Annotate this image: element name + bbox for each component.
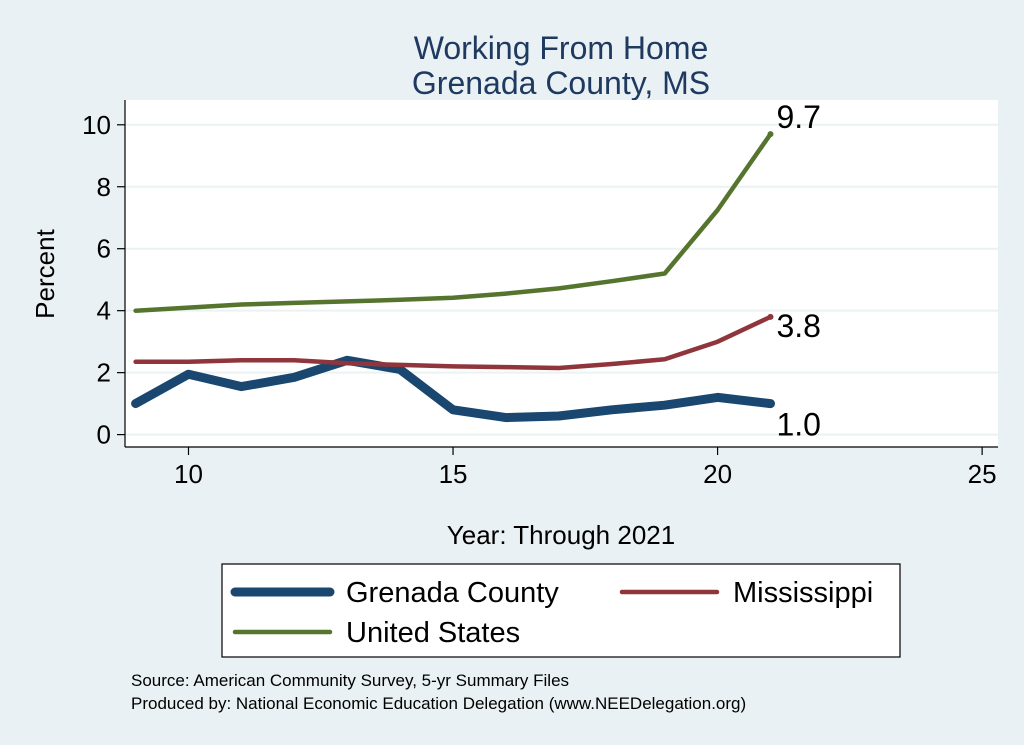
series-end-marker-mississippi bbox=[767, 313, 774, 320]
y-tick-label-10: 10 bbox=[82, 110, 111, 140]
y-tick-label-2: 2 bbox=[97, 358, 111, 388]
x-axis-ticks: 10 15 20 25 bbox=[174, 447, 997, 489]
source-note: Source: American Community Survey, 5-yr … bbox=[131, 671, 569, 690]
y-tick-label-4: 4 bbox=[97, 296, 111, 326]
chart-title-line-1: Working From Home bbox=[414, 30, 709, 66]
x-tick-label-25: 25 bbox=[968, 459, 997, 489]
x-axis-title: Year: Through 2021 bbox=[447, 520, 675, 550]
series-line-mississippi bbox=[133, 314, 773, 371]
y-tick-label-8: 8 bbox=[97, 172, 111, 202]
series-end-marker-united-states bbox=[767, 131, 774, 138]
produced-by-note: Produced by: National Economic Education… bbox=[131, 694, 746, 713]
legend-label-united-states: United States bbox=[346, 617, 520, 649]
y-axis-title: Percent bbox=[30, 228, 60, 318]
end-label-united-states: 9.7 bbox=[776, 99, 820, 135]
y-tick-label-0: 0 bbox=[97, 420, 111, 450]
end-label-grenada-county: 1.0 bbox=[776, 407, 820, 443]
x-tick-label-20: 20 bbox=[703, 459, 732, 489]
legend: Grenada County Mississippi United States bbox=[230, 577, 873, 649]
chart-title-line-2: Grenada County, MS bbox=[412, 65, 710, 101]
end-label-mississippi: 3.8 bbox=[776, 308, 820, 344]
series-line-grenada-county bbox=[131, 355, 775, 423]
y-axis-ticks: 0 2 4 6 8 10 bbox=[82, 110, 125, 450]
legend-label-mississippi: Mississippi bbox=[733, 577, 873, 609]
end-labels: 1.0 3.8 9.7 bbox=[776, 99, 820, 443]
grid-lines bbox=[125, 123, 998, 436]
plot-area bbox=[125, 100, 998, 447]
series-end-marker-grenada-county bbox=[767, 400, 774, 407]
series-line-united-states bbox=[133, 131, 773, 313]
x-tick-label-10: 10 bbox=[174, 459, 203, 489]
y-tick-label-6: 6 bbox=[97, 234, 111, 264]
legend-label-grenada-county: Grenada County bbox=[346, 577, 559, 609]
legend-box bbox=[221, 563, 901, 658]
series-lines bbox=[131, 131, 775, 423]
x-tick-label-15: 15 bbox=[439, 459, 468, 489]
